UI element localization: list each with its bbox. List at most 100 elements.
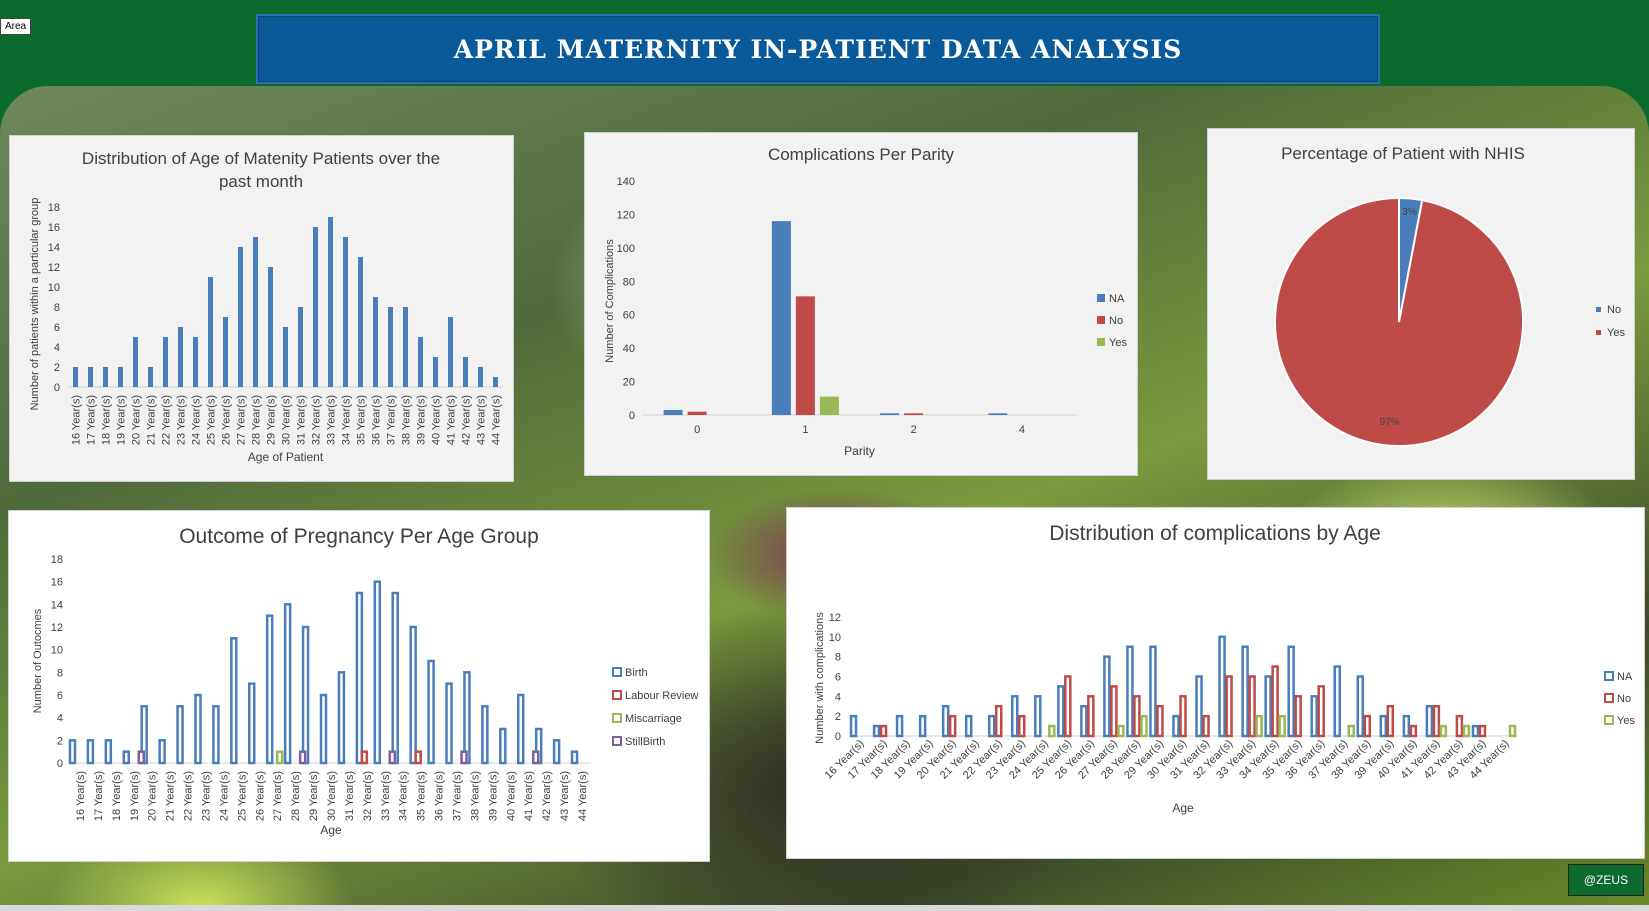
bar	[391, 591, 399, 765]
legend-swatch	[1097, 294, 1105, 302]
x-tick-label: 36 Year(s)	[371, 395, 383, 445]
bar	[248, 682, 256, 765]
legend-entry: No	[1607, 304, 1621, 316]
x-tick-label: 24 Year(s)	[191, 395, 203, 445]
bar	[418, 337, 423, 387]
legend-swatch	[612, 713, 622, 723]
legend-entry: Yes	[1617, 715, 1635, 727]
legend-entry: Birth	[625, 667, 648, 679]
x-tick-label: 38 Year(s)	[401, 395, 413, 445]
y-tick-label: 8	[57, 667, 63, 679]
x-tick-label: 36 Year(s)	[434, 771, 446, 821]
y-tick-label: 16	[51, 577, 63, 589]
chart-nhis[interactable]: Percentage of Patient with NHIS 3% 97% No Ye…	[1207, 128, 1635, 480]
bar	[445, 682, 453, 765]
y-tick-label: 10	[829, 632, 841, 644]
bar	[687, 411, 707, 415]
bar	[360, 750, 369, 765]
x-tick-label: 39 Year(s)	[487, 771, 499, 821]
y-tick-label: 16	[48, 222, 60, 234]
bar	[1179, 695, 1187, 738]
bar	[1248, 675, 1256, 738]
x-tick-label: 28 Year(s)	[290, 771, 302, 821]
chart-outcome-age[interactable]: Outcome of Pregnancy Per Age Group 0 2 4 6 8 1…	[8, 510, 710, 862]
x-tick-label: 16 Year(s)	[71, 395, 83, 445]
legend-entry: Yes	[1607, 327, 1625, 339]
bar	[1310, 695, 1318, 738]
bar	[460, 750, 468, 765]
x-tick-label: 23 Year(s)	[176, 395, 188, 445]
x-axis-label: Parity	[844, 444, 875, 458]
y-axis-label: Number of patients within a particular g…	[29, 198, 41, 411]
y-tick-label: 0	[54, 382, 60, 394]
bar	[427, 659, 435, 765]
bar	[388, 750, 397, 765]
bar	[1034, 695, 1042, 738]
chart-age-distribution[interactable]: Distribution of Age of Matenity Patients…	[9, 135, 514, 482]
bar	[194, 693, 202, 765]
x-tick-label: 23 Year(s)	[200, 771, 212, 821]
bar	[1202, 714, 1210, 738]
x-tick-label: 30 Year(s)	[281, 395, 293, 445]
bar	[1455, 714, 1464, 738]
y-tick-label: 60	[623, 310, 635, 322]
y-axis-label: Number with complications	[814, 612, 826, 744]
bar	[1287, 645, 1295, 738]
legend-entry: StillBirth	[625, 736, 665, 748]
bar	[1064, 675, 1072, 738]
bar	[414, 750, 422, 765]
x-tick-label: 44 Year(s)	[491, 395, 503, 445]
chart-title: Complications Per Parity	[768, 145, 955, 164]
pie-data-label: 97%	[1380, 417, 1400, 428]
bar	[223, 317, 228, 387]
x-tick-label: 18 Year(s)	[111, 771, 123, 821]
chart-complications-parity[interactable]: Complications Per Parity 0 20 40 60 80 100 120 1…	[584, 132, 1138, 476]
bar	[1225, 675, 1233, 738]
complications-age-svg: Distribution of complications by Age 0 2 4 6…	[814, 522, 1635, 815]
legend-swatch	[1097, 338, 1105, 346]
x-tick-label: 25 Year(s)	[236, 771, 248, 821]
bar	[771, 221, 791, 415]
x-tick-label: 20 Year(s)	[131, 395, 143, 445]
bar	[373, 580, 382, 765]
pie-slice	[1274, 196, 1524, 447]
x-tick-label: 35 Year(s)	[356, 395, 368, 445]
x-tick-label: 35 Year(s)	[416, 771, 428, 821]
y-tick-label: 4	[57, 713, 63, 725]
bar	[1195, 675, 1203, 738]
x-tick-label: 29 Year(s)	[266, 395, 278, 445]
x-tick-label: 26 Year(s)	[221, 395, 233, 445]
bottom-strip	[0, 905, 1649, 911]
bar	[355, 591, 364, 765]
bar	[895, 714, 904, 738]
bar	[176, 705, 184, 765]
y-tick-label: 0	[57, 758, 63, 770]
chart-complications-age[interactable]: Distribution of complications by Age 0 2 4 6…	[786, 507, 1645, 859]
bar	[328, 217, 333, 387]
x-tick-label: 24 Year(s)	[218, 771, 230, 821]
y-tick-label: 6	[835, 672, 841, 684]
bar	[122, 750, 131, 765]
x-tick-label: 40 Year(s)	[505, 771, 517, 821]
legend-swatch	[612, 736, 622, 746]
y-tick-label: 8	[54, 302, 60, 314]
bar	[516, 693, 525, 765]
x-tick-label: 37 Year(s)	[386, 395, 398, 445]
bar	[1271, 665, 1279, 738]
bar	[1462, 724, 1471, 738]
dashboard-title: April Maternity In-Patient Data Analysis	[453, 34, 1183, 64]
bar	[298, 307, 303, 387]
bar	[964, 714, 973, 738]
bar	[283, 603, 292, 765]
x-tick-label: 42 Year(s)	[461, 395, 473, 445]
bar	[819, 396, 839, 415]
legend-swatch	[1604, 693, 1614, 703]
y-tick-label: 14	[51, 599, 63, 611]
x-tick-label: 19 Year(s)	[129, 771, 141, 821]
bar	[1471, 724, 1480, 738]
bar	[1172, 714, 1180, 738]
x-tick-label: 29 Year(s)	[308, 771, 320, 821]
x-tick-label: 22 Year(s)	[183, 771, 195, 821]
legend-entry: Yes	[1109, 337, 1127, 349]
bar	[849, 714, 858, 738]
